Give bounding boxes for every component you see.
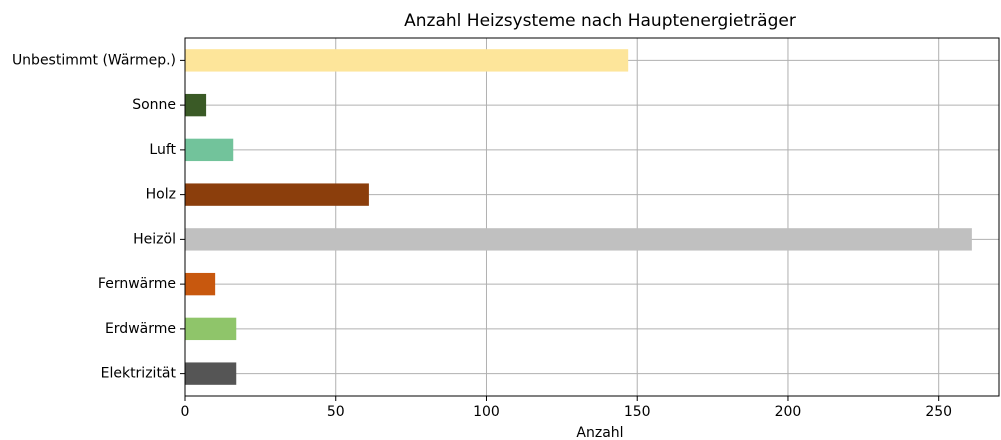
y-tick-label: Erdwärme [105, 321, 176, 337]
x-tick-label: 150 [624, 404, 651, 420]
x-axis-label: Anzahl [576, 425, 623, 440]
y-tick-label: Luft [149, 142, 176, 158]
x-tick-label: 200 [775, 404, 802, 420]
x-tick-label: 50 [327, 404, 345, 420]
bar [185, 228, 972, 251]
bar [185, 362, 237, 385]
x-tick-label: 100 [473, 404, 500, 420]
bar [185, 317, 237, 341]
x-tick-label: 250 [925, 404, 952, 420]
bar [185, 138, 234, 162]
chart-title: Anzahl Heizsysteme nach Hauptenergieträg… [404, 11, 796, 31]
y-tick-label: Elektrizität [101, 366, 177, 382]
y-tick-label: Sonne [132, 97, 176, 113]
bar [185, 272, 216, 296]
bar [185, 49, 629, 72]
y-tick-label: Heizöl [133, 231, 176, 247]
plot-frame [184, 37, 1000, 397]
y-tick-label: Holz [146, 187, 176, 203]
bar [185, 183, 369, 206]
x-tick-label: 0 [181, 404, 190, 420]
bar [185, 93, 207, 117]
y-tick-label: Unbestimmt (Wärmep.) [12, 52, 176, 68]
y-tick-label: Fernwärme [98, 276, 176, 292]
